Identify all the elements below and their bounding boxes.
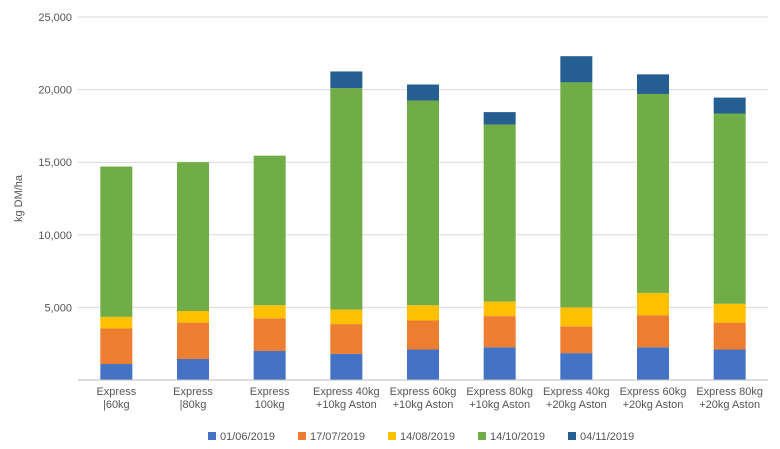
x-tick-label: +20kg Aston	[623, 399, 684, 411]
bar-segment	[560, 353, 593, 380]
bar-segment	[713, 349, 746, 380]
x-tick-label: Express 80kg	[466, 386, 533, 398]
x-tick-label: |80kg	[180, 399, 207, 411]
y-axis-label: kg DM/ha	[13, 174, 25, 222]
y-tick-label: 25,000	[38, 12, 72, 24]
x-tick-label: +20kg Aston	[546, 399, 607, 411]
x-tick-label: +10kg Aston	[316, 399, 377, 411]
bar-segment	[100, 364, 133, 380]
x-tick-label: 100kg	[255, 399, 285, 411]
bar-segment	[407, 349, 439, 380]
bar-segment	[177, 358, 209, 380]
y-tick-label: 15,000	[38, 157, 72, 169]
legend: 01/06/2019 17/07/2019 14/08/2019 14/10/2019…	[208, 431, 634, 443]
legend-item: 04/11/2019	[568, 431, 634, 443]
bar-segment	[330, 353, 363, 380]
x-tick-label: Express	[173, 386, 213, 398]
bar-segment	[253, 350, 286, 380]
bar-segment	[100, 166, 133, 317]
legend-item: 14/10/2019	[478, 431, 545, 443]
y-axis-ticks: 5,000 10,000 15,000 20,000 25,000	[38, 12, 72, 314]
legend-item: 14/08/2019	[388, 431, 455, 443]
bar-segment	[483, 316, 516, 348]
x-tick-label: Express 40kg	[313, 386, 380, 398]
y-tick-label: 20,000	[38, 85, 72, 97]
x-tick-label: Express 60kg	[390, 386, 457, 398]
x-tick-label: Express	[250, 386, 290, 398]
bars	[100, 56, 746, 380]
x-tick-label: Express 40kg	[543, 386, 610, 398]
legend-swatch	[568, 432, 576, 440]
legend-label: 01/06/2019	[220, 431, 275, 443]
bar-segment	[713, 322, 746, 350]
legend-label: 14/08/2019	[400, 431, 455, 443]
bar-segment	[483, 347, 516, 380]
legend-swatch	[208, 432, 216, 440]
bar-segment	[177, 311, 209, 323]
bar-segment	[253, 155, 286, 306]
bar-segment	[330, 71, 363, 89]
bar-segment	[407, 100, 439, 306]
bar-segment	[483, 112, 516, 125]
bar-segment	[713, 113, 746, 304]
legend-label: 04/11/2019	[580, 431, 634, 443]
x-tick-label: Express	[96, 386, 136, 398]
legend-item: 01/06/2019	[208, 431, 275, 443]
x-tick-label: +20kg Aston	[699, 399, 760, 411]
bar-segment	[483, 301, 516, 317]
bar-segment	[637, 74, 669, 94]
legend-swatch	[388, 432, 396, 440]
bar-segment	[560, 56, 593, 83]
bar-segment	[253, 305, 286, 319]
bar-segment	[560, 326, 593, 354]
bar-segment	[100, 316, 133, 329]
bar-segment	[713, 97, 746, 114]
legend-item: 17/07/2019	[298, 431, 365, 443]
bar-segment	[713, 303, 746, 323]
bar-segment	[483, 124, 516, 302]
bar-segment	[637, 93, 669, 293]
bar-segment	[177, 322, 209, 359]
y-tick-label: 10,000	[38, 230, 72, 242]
legend-label: 14/10/2019	[490, 431, 545, 443]
bar-segment	[407, 320, 439, 350]
legend-swatch	[478, 432, 486, 440]
bar-segment	[177, 162, 209, 312]
x-tick-label: +10kg Aston	[469, 399, 530, 411]
bar-segment	[560, 82, 593, 308]
bar-segment	[560, 307, 593, 327]
bar-segment	[100, 328, 133, 365]
x-tick-label: +10kg Aston	[393, 399, 454, 411]
y-tick-label: 5,000	[44, 302, 72, 314]
bar-segment	[637, 315, 669, 348]
x-tick-label: |60kg	[103, 399, 130, 411]
legend-swatch	[298, 432, 306, 440]
bar-segment	[407, 305, 439, 321]
category-labels: Express|60kgExpress|80kgExpress100kgExpr…	[96, 386, 763, 411]
bar-segment	[330, 88, 363, 310]
bar-segment	[637, 347, 669, 380]
legend-label: 17/07/2019	[310, 431, 365, 443]
bar-segment	[330, 309, 363, 325]
bar-segment	[637, 292, 669, 316]
x-tick-label: Express 60kg	[620, 386, 687, 398]
bar-segment	[253, 318, 286, 351]
bar-segment	[330, 324, 363, 354]
x-tick-label: Express 80kg	[696, 386, 763, 398]
bar-segment	[407, 84, 439, 101]
